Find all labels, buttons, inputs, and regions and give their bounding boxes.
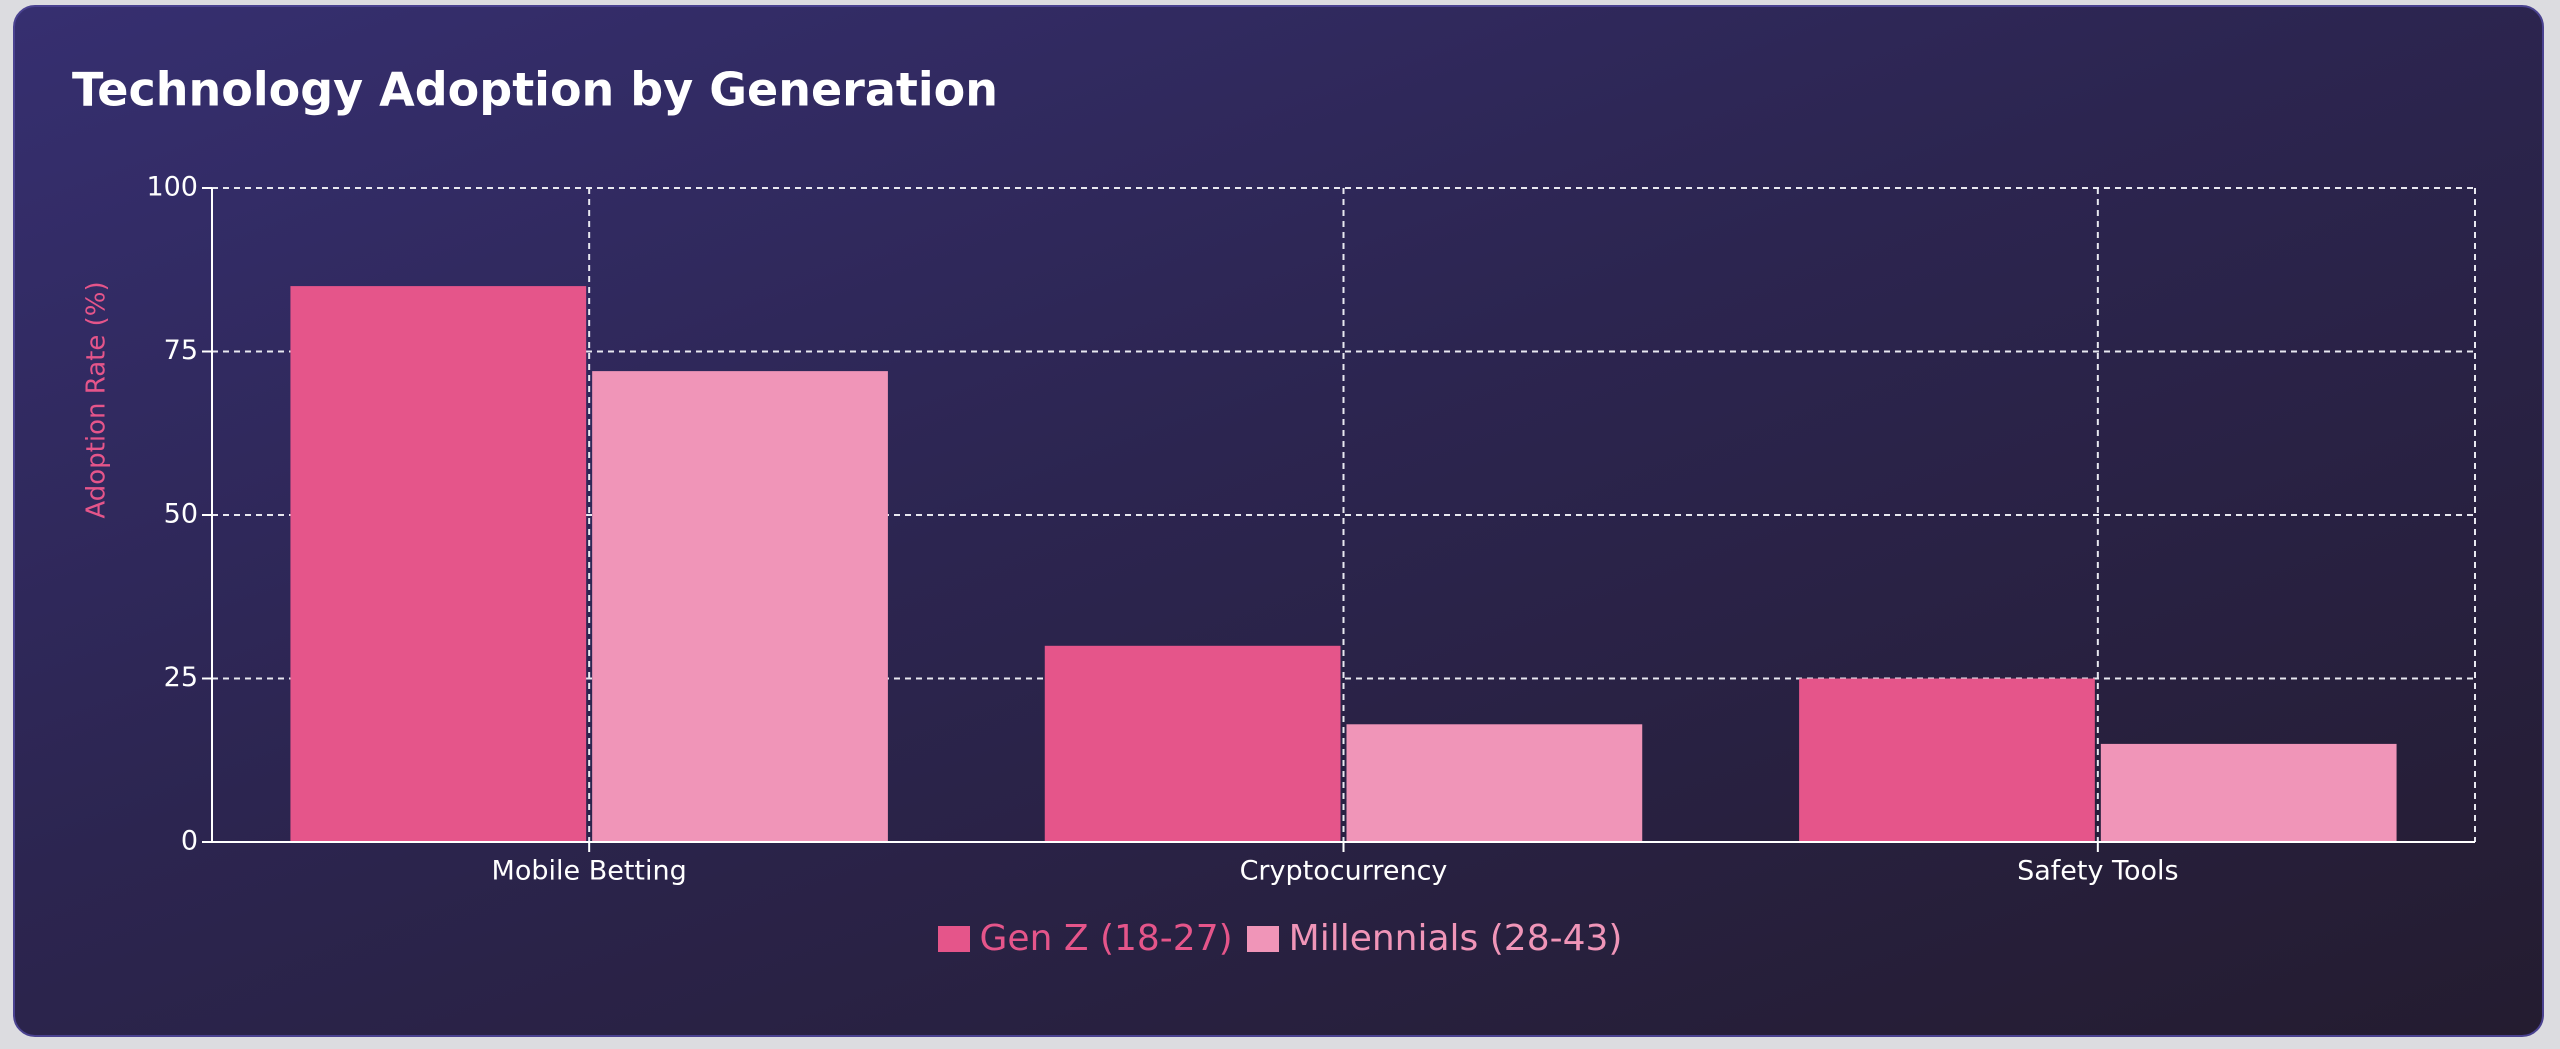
legend-label: Gen Z (18-27): [979, 918, 1233, 959]
legend-item[interactable]: Millennials (28-43): [1246, 918, 1623, 959]
bar: [290, 286, 587, 843]
x-tick-label: Cryptocurrency: [1240, 856, 1448, 887]
bar: [592, 371, 888, 842]
bar: [2100, 743, 2397, 842]
legend-label: Millennials (28-43): [1288, 918, 1623, 959]
bar: [1799, 678, 2095, 842]
x-tick-label: Safety Tools: [2017, 856, 2178, 887]
y-axis-title: Adoption Rate (%): [82, 281, 112, 518]
y-tick-label: 25: [164, 662, 198, 693]
x-tick-label: Mobile Betting: [492, 856, 687, 887]
legend: Gen Z (18-27) Millennials (28-43): [0, 918, 2560, 959]
legend-swatch: [1246, 925, 1279, 952]
y-tick-label: 75: [164, 335, 198, 366]
y-tick-label: 50: [164, 499, 198, 530]
bar: [1044, 645, 1341, 842]
legend-item[interactable]: Gen Z (18-27): [937, 918, 1233, 959]
bar: [1346, 724, 1643, 842]
legend-swatch: [937, 925, 970, 952]
chart-title: Technology Adoption by Generation: [72, 63, 998, 117]
y-tick-label: 100: [146, 172, 198, 203]
y-tick-label: 0: [181, 826, 198, 857]
